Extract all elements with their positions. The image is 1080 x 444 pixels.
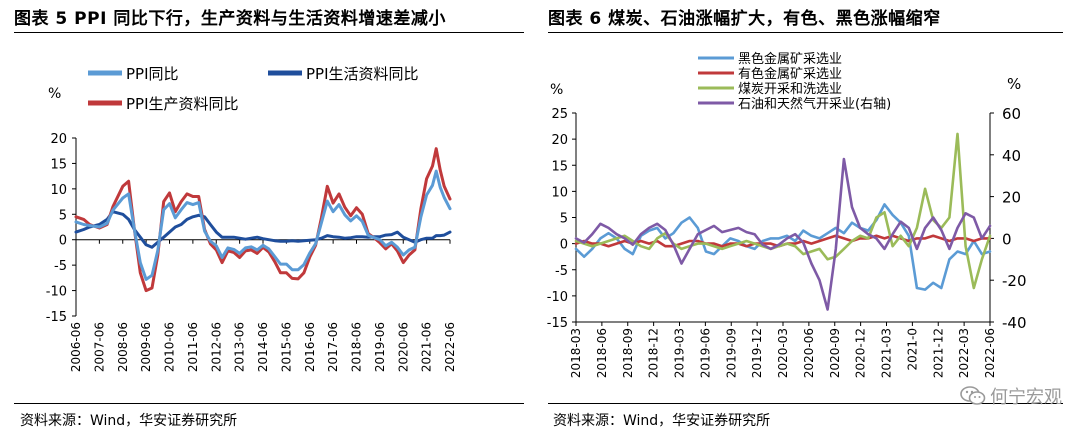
x-tick-label: 2021-03 bbox=[880, 328, 894, 378]
x-tick-label: 2008-06 bbox=[116, 322, 130, 372]
series-line bbox=[74, 210, 452, 249]
x-tick-label: 2019-03 bbox=[673, 328, 687, 378]
x-tick-label: 2018-03 bbox=[569, 328, 583, 378]
x-tick-label: 2020-09 bbox=[828, 328, 842, 378]
y-tick-label: 15 bbox=[50, 157, 67, 172]
x-tick-label: 2021-12 bbox=[931, 328, 945, 378]
y-tick-label-right: 20 bbox=[1002, 189, 1021, 207]
chart-5-source: 资料来源：Wind，华安证券研究所 bbox=[20, 413, 238, 429]
y-tick-label-left: -10 bbox=[547, 290, 568, 305]
y-tick-label-right: 60 bbox=[1002, 105, 1021, 123]
chart-5: -15 -10 -5 0 5 10 15 20% 2006-06 2007-06 2008-06 20… bbox=[46, 65, 457, 372]
legend-label: 石油和天然气开采业(右轴) bbox=[738, 96, 891, 112]
x-tick-label: 2018-06 bbox=[595, 328, 609, 378]
x-tick-label: 2017-06 bbox=[326, 322, 340, 372]
y-tick-label: -5 bbox=[54, 259, 67, 274]
x-tick-label: 2009-06 bbox=[139, 322, 153, 372]
y-tick-label: 10 bbox=[50, 183, 67, 198]
series-line bbox=[574, 157, 992, 311]
x-tick-label: 2019-09 bbox=[724, 328, 738, 378]
y-tick-label: -15 bbox=[46, 310, 67, 325]
x-tick-label: 2022-03 bbox=[957, 328, 971, 378]
chart-6-title: 图表 6 煤炭、石油涨幅扩大，有色、黑色涨幅缩窄 bbox=[548, 9, 941, 29]
x-tick-label: 2020-06 bbox=[802, 328, 816, 378]
x-tick-label: 2019-06 bbox=[373, 322, 387, 372]
y-tick-label-left: 15 bbox=[551, 159, 568, 174]
x-tick-label: 2014-06 bbox=[256, 322, 270, 372]
x-tick-label: 2022-06 bbox=[983, 328, 997, 378]
legend-label: PPI生产资料同比 bbox=[126, 95, 239, 113]
legend-label: 煤炭开采和洗选业 bbox=[738, 82, 842, 97]
x-tick-label: 2016-06 bbox=[303, 322, 317, 372]
x-tick-label: 2012-06 bbox=[209, 322, 223, 372]
legend-label: PPI同比 bbox=[126, 65, 179, 83]
legend-label: PPI生活资料同比 bbox=[306, 65, 419, 83]
x-tick-label: 2019-12 bbox=[750, 328, 764, 378]
chart-5-title: 图表 5 PPI 同比下行，生产资料与生活资料增速差减小 bbox=[14, 9, 446, 29]
series-line bbox=[574, 203, 992, 291]
x-tick-label: 2018-06 bbox=[350, 322, 364, 372]
x-tick-label: 2018-09 bbox=[621, 328, 635, 378]
chart-5-source-rule bbox=[14, 403, 524, 404]
x-tick-label: 2013-06 bbox=[233, 322, 247, 372]
y-axis-unit-left: % bbox=[550, 82, 563, 98]
chart-6-title-rule bbox=[548, 32, 1063, 33]
y-axis-unit-right: % bbox=[1007, 75, 1021, 93]
wechat-icon bbox=[960, 386, 986, 405]
watermark-text: 何宁宏观 bbox=[990, 387, 1062, 408]
y-tick-label: -10 bbox=[46, 285, 67, 300]
x-tick-label: 2022-06 bbox=[443, 322, 457, 372]
y-tick-label-left: 10 bbox=[551, 185, 568, 200]
x-tick-label: 2015-06 bbox=[279, 322, 293, 372]
legend-label: 黑色金属矿采选业 bbox=[738, 51, 842, 67]
y-tick-label-right: 0 bbox=[1002, 230, 1012, 248]
x-tick-label: 2010-06 bbox=[163, 322, 177, 372]
y-tick-label-right: -40 bbox=[1002, 314, 1027, 332]
x-tick-label: 2011-06 bbox=[186, 322, 200, 372]
watermark: 何宁宏观 bbox=[960, 383, 1062, 409]
x-tick-label: 2020-03 bbox=[776, 328, 790, 378]
series-line bbox=[74, 169, 452, 281]
x-tick-label: 2018-12 bbox=[647, 328, 661, 378]
chart-6-source-rule bbox=[548, 403, 1063, 404]
x-tick-label: 2007-06 bbox=[92, 322, 106, 372]
x-tick-label: 2020-06 bbox=[396, 322, 410, 372]
y-tick-label-left: 25 bbox=[551, 107, 568, 122]
y-tick-label: 5 bbox=[59, 208, 67, 223]
x-tick-label: 2019-06 bbox=[698, 328, 712, 378]
x-tick-label: 2021-06 bbox=[420, 322, 434, 372]
y-tick-label-right: -20 bbox=[1002, 272, 1027, 290]
y-axis-unit: % bbox=[48, 86, 61, 102]
y-tick-label-left: 0 bbox=[560, 238, 568, 253]
series-line bbox=[74, 147, 452, 293]
x-tick-label: 2021-0 bbox=[905, 328, 919, 371]
y-tick-label-left: 5 bbox=[560, 212, 568, 227]
chart-6-source: 资料来源：Wind，华安证券研究所 bbox=[553, 413, 771, 429]
legend-label: 有色金属矿采选业 bbox=[738, 66, 842, 82]
series-line bbox=[574, 132, 992, 290]
y-tick-label-left: 20 bbox=[551, 133, 568, 148]
x-tick-label: 2020-12 bbox=[854, 328, 868, 378]
chart-5-title-rule bbox=[14, 32, 524, 33]
x-tick-label: 2006-06 bbox=[69, 322, 83, 372]
y-tick-label: 0 bbox=[59, 234, 67, 249]
y-tick-label-left: -5 bbox=[555, 264, 568, 279]
y-tick-label-right: 40 bbox=[1002, 147, 1021, 165]
y-tick-label-left: -15 bbox=[547, 316, 568, 331]
y-tick-label: 20 bbox=[50, 132, 67, 147]
chart-6: -15 -10 -5 0 5 10 15 20 25 -40 -20 0 20 40 60% % 2018-03… bbox=[547, 51, 1027, 378]
